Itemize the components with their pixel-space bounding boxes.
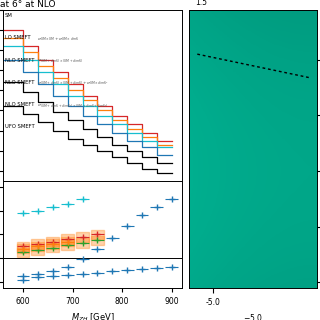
Text: $\sigma_{(SM+dim6)\times(SM+dim6)}$: $\sigma_{(SM+dim6)\times(SM+dim6)}$	[35, 58, 83, 65]
Bar	[76, 238, 89, 248]
Bar	[17, 244, 29, 253]
Text: NLO SMEFT: NLO SMEFT	[5, 80, 35, 85]
Bar	[31, 245, 44, 255]
Text: $\sigma_{(SM+dim6+dim6^2)\times(SM+dim6+dim6^2)}$: $\sigma_{(SM+dim6+dim6^2)\times(SM+dim6+…	[35, 102, 109, 109]
X-axis label: $M_{ZH}\ \mathrm{[GeV]}$: $M_{ZH}\ \mathrm{[GeV]}$	[70, 312, 114, 320]
Bar	[46, 243, 59, 252]
Bar	[31, 242, 44, 251]
Bar	[17, 248, 29, 257]
Text: LO SMEFT: LO SMEFT	[5, 35, 31, 40]
Text: SM: SM	[5, 13, 13, 18]
Bar	[31, 239, 44, 249]
Text: $\sigma_{SM\times SM} + \sigma_{SM\times dim6}$: $\sigma_{SM\times SM} + \sigma_{SM\times…	[35, 35, 80, 43]
X-axis label: $-5.0$: $-5.0$	[243, 312, 263, 320]
Bar	[61, 240, 74, 250]
Bar	[17, 242, 29, 251]
Text: UFO SMEFT: UFO SMEFT	[5, 124, 35, 129]
Bar	[61, 237, 74, 246]
Text: 1.5: 1.5	[196, 0, 208, 7]
Bar	[46, 239, 59, 249]
Text: at 6° at NLO: at 6° at NLO	[0, 0, 55, 9]
Text: NLO SMEFT: NLO SMEFT	[5, 102, 35, 107]
Text: NLO SMEFT: NLO SMEFT	[5, 58, 35, 63]
Bar	[46, 237, 59, 246]
Bar	[91, 236, 104, 245]
Bar	[61, 235, 74, 244]
Text: $\sigma_{(SM+dim6)\times(SM+dim6)} + \sigma_{SM\times dim6^2}$: $\sigma_{(SM+dim6)\times(SM+dim6)} + \si…	[35, 80, 109, 87]
Bar	[76, 232, 89, 242]
Bar	[91, 230, 104, 239]
